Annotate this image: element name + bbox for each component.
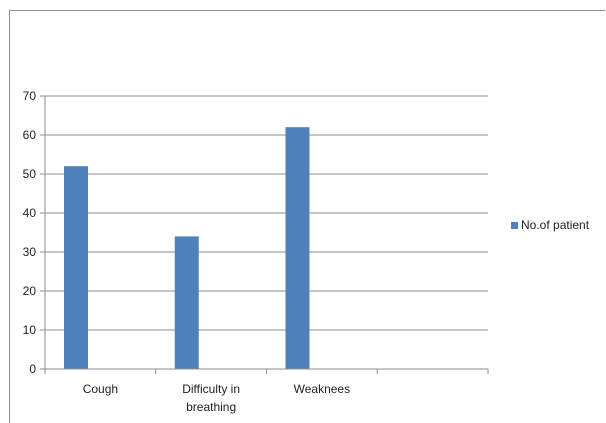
gridlines bbox=[45, 95, 488, 331]
y-tick-label: 30 bbox=[23, 245, 37, 259]
y-tick-label: 70 bbox=[23, 89, 37, 103]
chart-frame bbox=[9, 10, 605, 423]
x-tick-label: Difficulty in bbox=[182, 382, 240, 396]
bars bbox=[64, 127, 310, 369]
y-axis-tick-labels: 0 10 20 30 40 50 60 70 bbox=[23, 89, 45, 376]
bar bbox=[174, 236, 199, 369]
y-tick-label: 0 bbox=[29, 362, 36, 376]
bar bbox=[64, 166, 88, 369]
y-tick-label: 40 bbox=[23, 206, 37, 220]
legend-label: No.of patient bbox=[521, 218, 590, 232]
x-axis-tick-labels: Cough Difficulty in breathing Weaknees bbox=[83, 382, 350, 414]
y-tick-label: 50 bbox=[23, 167, 37, 181]
x-tick-label: Cough bbox=[83, 382, 118, 396]
x-tick-label: breathing bbox=[186, 400, 236, 414]
axes bbox=[44, 96, 489, 374]
y-tick-label: 60 bbox=[23, 128, 37, 142]
y-tick-label: 20 bbox=[23, 284, 37, 298]
y-tick-label: 10 bbox=[23, 323, 37, 337]
x-tick-label: Weaknees bbox=[294, 382, 350, 396]
legend-swatch bbox=[511, 221, 518, 229]
legend: No.of patient bbox=[511, 218, 589, 232]
bar bbox=[285, 127, 310, 369]
